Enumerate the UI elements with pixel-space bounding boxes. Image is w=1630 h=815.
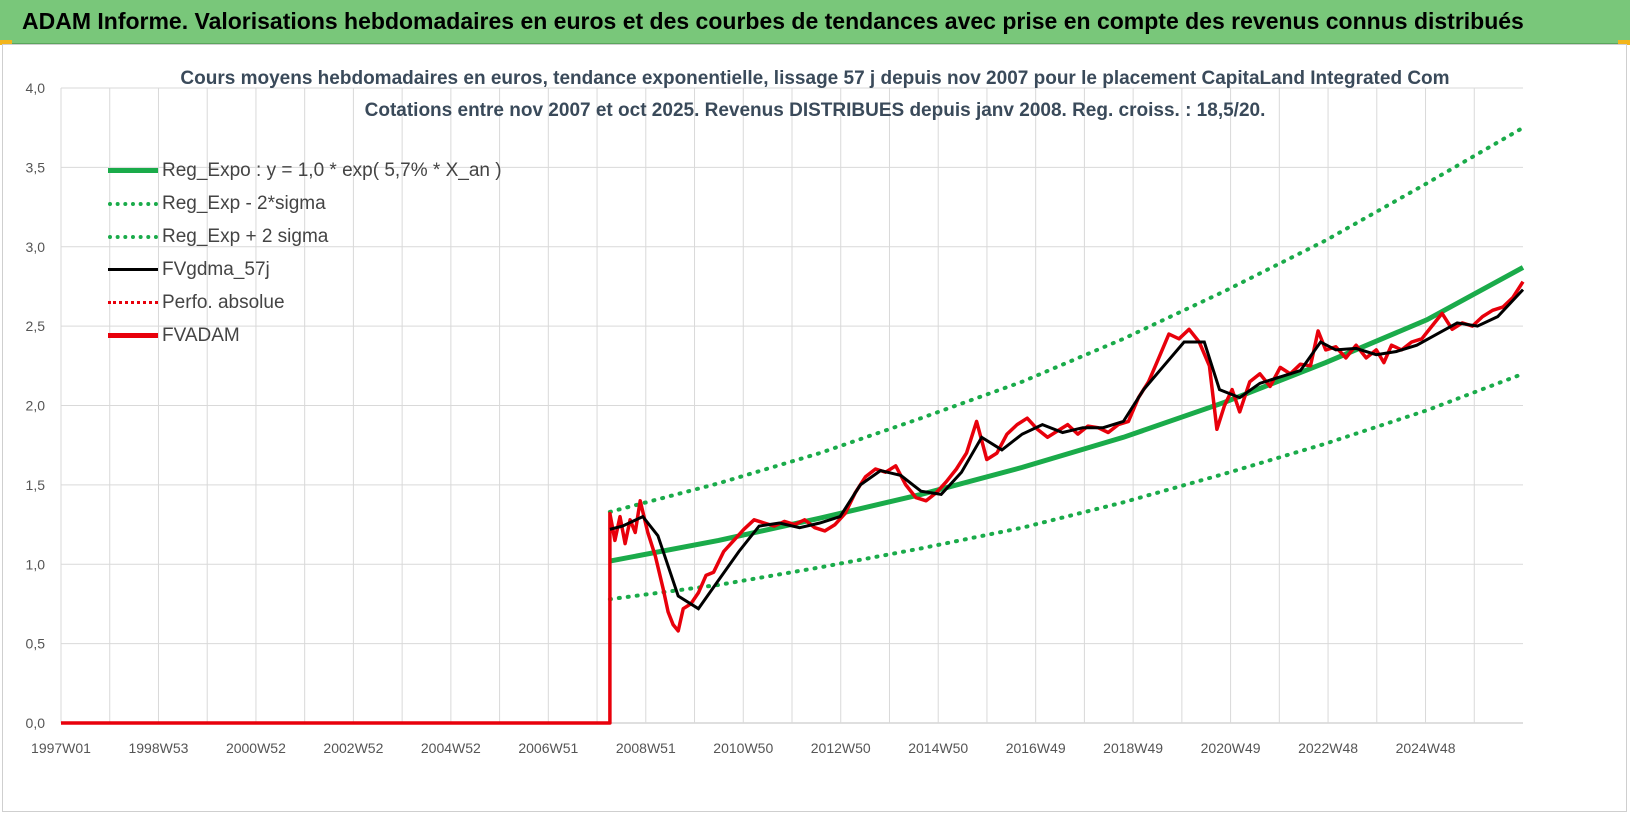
chart-title-line2: Cotations entre nov 2007 et oct 2025. Re… bbox=[364, 100, 1266, 121]
legend-swatch bbox=[108, 268, 158, 271]
legend-label: Reg_Exp + 2 sigma bbox=[162, 225, 329, 247]
legend: Reg_Expo : y = 1,0 * exp( 5,7% * X_an ) … bbox=[108, 154, 502, 352]
series-line-3 bbox=[609, 288, 1525, 611]
y-axis: 0,0 0,5 1,0 1,5 2,0 2,5 3,0 3,5 4,0 bbox=[26, 80, 46, 731]
legend-swatch bbox=[108, 234, 158, 239]
y-tick-label: 2,0 bbox=[26, 398, 46, 414]
corner-marker-right bbox=[1618, 40, 1630, 45]
y-tick-label: 0,0 bbox=[26, 715, 46, 731]
x-tick-label: 2014W50 bbox=[908, 740, 968, 756]
header-banner: ADAM Informe. Valorisations hebdomadaire… bbox=[0, 0, 1630, 44]
legend-label: Reg_Exp - 2*sigma bbox=[162, 192, 326, 214]
legend-label: Reg_Expo : y = 1,0 * exp( 5,7% * X_an ) bbox=[162, 159, 502, 181]
x-tick-label: 2022W48 bbox=[1298, 740, 1358, 756]
series-layer bbox=[61, 125, 1525, 725]
y-tick-label: 3,5 bbox=[26, 159, 46, 175]
legend-item-reg-expo: Reg_Expo : y = 1,0 * exp( 5,7% * X_an ) bbox=[108, 154, 502, 187]
x-tick-label: 2018W49 bbox=[1103, 740, 1163, 756]
y-tick-label: 2,5 bbox=[26, 318, 46, 334]
legend-swatch bbox=[108, 168, 158, 173]
x-tick-label: 1998W53 bbox=[128, 740, 188, 756]
x-tick-label: 2010W50 bbox=[713, 740, 773, 756]
chart-frame bbox=[2, 44, 1627, 812]
series-line-5 bbox=[61, 280, 1525, 725]
x-tick-label: 2004W52 bbox=[421, 740, 481, 756]
y-tick-label: 0,5 bbox=[26, 636, 46, 652]
series-line-0 bbox=[609, 265, 1525, 564]
series-line-2 bbox=[607, 125, 1525, 514]
legend-swatch bbox=[108, 333, 158, 338]
legend-item-reg-exp-minus: Reg_Exp - 2*sigma bbox=[108, 187, 502, 220]
legend-label: Perfo. absolue bbox=[162, 291, 285, 313]
legend-item-perfo: Perfo. absolue bbox=[108, 286, 502, 319]
series-line-1 bbox=[607, 371, 1525, 602]
x-tick-label: 2000W52 bbox=[226, 740, 286, 756]
x-tick-label: 2012W50 bbox=[811, 740, 871, 756]
grid bbox=[60, 87, 1523, 724]
page-title: ADAM Informe. Valorisations hebdomadaire… bbox=[22, 8, 1524, 34]
legend-label: FVgdma_57j bbox=[162, 258, 270, 280]
corner-marker-left bbox=[0, 40, 12, 45]
x-tick-label: 2020W49 bbox=[1201, 740, 1261, 756]
x-tick-label: 2002W52 bbox=[323, 740, 383, 756]
x-axis: 1997W01 1998W53 2000W52 2002W52 2004W52 2006W… bbox=[31, 740, 1456, 756]
chart-title-line1: Cours moyens hebdomadaires en euros, ten… bbox=[180, 68, 1450, 89]
x-tick-label: 2006W51 bbox=[518, 740, 578, 756]
legend-swatch bbox=[108, 201, 158, 206]
y-tick-label: 1,5 bbox=[26, 477, 46, 493]
x-tick-label: 2008W51 bbox=[616, 740, 676, 756]
legend-item-fvadam: FVADAM bbox=[108, 319, 502, 352]
x-tick-label: 2024W48 bbox=[1396, 740, 1456, 756]
y-tick-label: 3,0 bbox=[26, 239, 46, 255]
legend-item-reg-exp-plus: Reg_Exp + 2 sigma bbox=[108, 220, 502, 253]
y-tick-label: 4,0 bbox=[26, 80, 46, 96]
legend-swatch bbox=[108, 301, 158, 304]
x-tick-label: 2016W49 bbox=[1006, 740, 1066, 756]
legend-item-fvgdma: FVgdma_57j bbox=[108, 253, 502, 286]
y-tick-label: 1,0 bbox=[26, 556, 46, 572]
legend-label: FVADAM bbox=[162, 324, 240, 346]
x-tick-label: 1997W01 bbox=[31, 740, 91, 756]
